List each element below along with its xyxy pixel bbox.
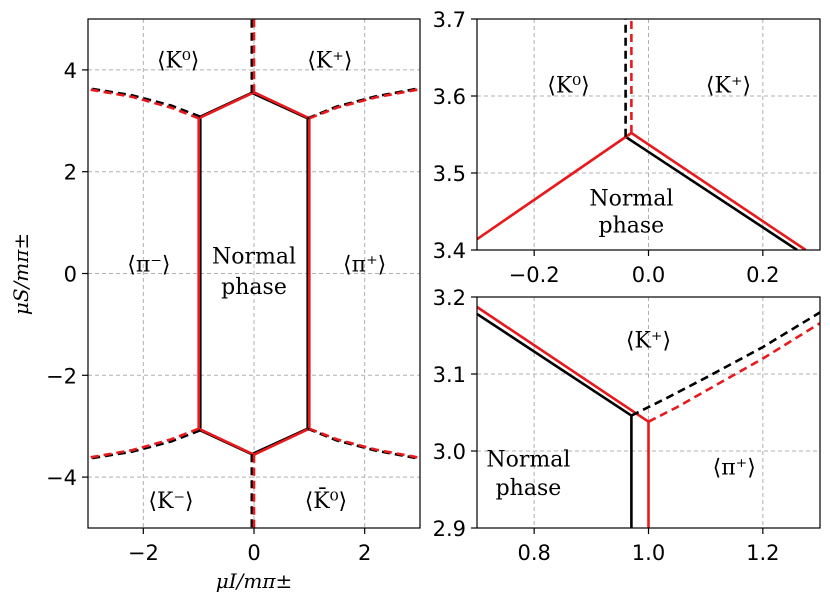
region-label-normal-line2: phase	[496, 476, 562, 501]
line-red-solid	[477, 305, 650, 423]
x-tick-label: 0.0	[632, 263, 665, 287]
line-red-dashed	[88, 427, 200, 460]
x-tick-label: 0.8	[517, 541, 550, 565]
y-tick-label: −4	[46, 466, 77, 490]
region-label-K0-top: ⟨K⁰⟩	[157, 49, 199, 74]
region-label-Kplus: ⟨K⁺⟩	[706, 73, 751, 98]
y-tick-label: 3.2	[433, 286, 466, 310]
region-label-K0bar-bottom: ⟨K̄⁰⟩	[305, 487, 347, 514]
x-tick-label: 0.2	[746, 263, 779, 287]
x-tick-label: −2	[128, 541, 159, 565]
y-tick-label: 2.9	[433, 517, 466, 541]
region-label-normal-line2: phase	[221, 275, 287, 300]
y-tick-label: 3.1	[433, 363, 466, 387]
x-tick-label: 2	[358, 541, 371, 565]
line-red-dashed	[647, 322, 820, 423]
y-tick-label: 4	[64, 59, 77, 83]
panel-left: −2 0 2 −4 −2 0 2 4 ⟨K⁰⟩ ⟨K⁺⟩ ⟨π⁻⟩ Normal phase ⟨π⁺⟩ ⟨K…	[46, 18, 421, 565]
y-tick-label: −2	[46, 364, 77, 388]
panel-top-right: −0.2 0.0 0.2 3.4 3.5 3.6 3.7 ⟨K⁰⟩ ⟨K⁺⟩ Normalphas…	[433, 8, 821, 287]
x-tick-label: 1.0	[632, 541, 665, 565]
line-black-solid	[477, 312, 633, 417]
line-black-dashed	[630, 311, 820, 417]
panel-bottom-right: 0.8 1.0 1.2 2.9 3.0 3.1 3.2 ⟨K⁺⟩ ⟨π⁺⟩ Normal phase	[433, 286, 821, 565]
x-tick-label: −0.2	[509, 263, 560, 287]
region-label-Kplus-top: ⟨K⁺⟩	[307, 49, 352, 74]
line-red-dashed	[308, 87, 420, 120]
line-black-solid	[624, 135, 798, 250]
line-red-dashed	[88, 87, 200, 120]
region-label-piplus: ⟨π⁺⟩	[713, 455, 756, 480]
series-group	[88, 19, 420, 528]
region-label-Kplus: ⟨K⁺⟩	[626, 328, 671, 353]
series-group	[477, 305, 820, 528]
y-tick-label: 2	[64, 161, 77, 185]
y-tick-label: 3.7	[433, 8, 466, 32]
region-label-normal-line1: Normal	[486, 448, 570, 473]
line-red-dashed	[308, 427, 420, 460]
x-axis-label: μI/mπ±	[216, 569, 293, 593]
region-label-normal-line1: Normal	[212, 245, 296, 270]
region-label-normal-line1: Normal	[589, 187, 673, 212]
y-tick-label: 3.0	[433, 440, 466, 464]
region-label-K0: ⟨K⁰⟩	[547, 73, 589, 98]
y-tick-label: 3.6	[433, 85, 466, 109]
y-tick-label: 3.4	[433, 239, 466, 263]
region-label-Kminus-bottom: ⟨K⁻⟩	[148, 489, 193, 514]
series-group	[477, 19, 807, 250]
y-tick-label: 3.5	[433, 162, 466, 186]
x-tick-label: 0	[247, 541, 260, 565]
y-axis-label: μS/mπ±	[9, 233, 33, 315]
x-tick-label: 1.2	[746, 541, 779, 565]
region-label-normal-line2: phase	[599, 214, 665, 239]
region-label-piminus: ⟨π⁻⟩	[127, 252, 170, 277]
region-label-piplus: ⟨π⁺⟩	[343, 252, 386, 277]
y-tick-label: 0	[64, 263, 77, 287]
